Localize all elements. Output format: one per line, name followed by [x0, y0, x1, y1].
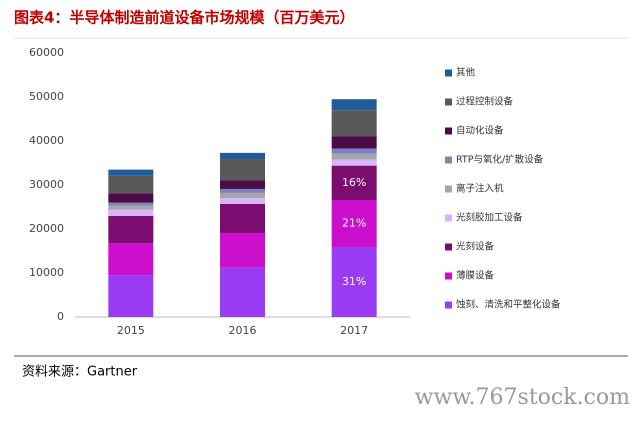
bar-segment	[220, 180, 265, 189]
bar-segment	[220, 152, 265, 160]
y-tick-label: 50000	[29, 90, 64, 103]
bar-segment	[220, 267, 265, 317]
bar-segment	[108, 205, 154, 210]
bar-segment	[331, 110, 377, 137]
legend-label: 过程控制设备	[456, 96, 514, 108]
data-label: 31%	[342, 275, 366, 288]
data-label: 16%	[342, 176, 366, 189]
y-tick-label: 0	[57, 310, 64, 323]
bar-segment	[220, 192, 265, 199]
watermark: www.767stock.com	[415, 385, 630, 410]
bar-segment	[220, 203, 265, 233]
bar-segment	[331, 136, 377, 149]
bar-segment	[108, 275, 154, 317]
chart-title: 图表4：半导体制造前道设备市场规模（百万美元）	[14, 9, 354, 27]
legend-swatch	[445, 185, 452, 193]
legend-swatch	[445, 156, 452, 164]
bar-segment	[108, 169, 154, 176]
bar-segment	[108, 193, 154, 203]
bar-segment	[108, 209, 154, 216]
legend-swatch	[445, 69, 452, 77]
legend-label: 光刻胶加工设备	[456, 212, 523, 224]
legend-swatch	[445, 214, 452, 222]
bar-segment	[220, 188, 265, 193]
data-label: 21%	[342, 217, 366, 230]
legend-label: 光刻设备	[456, 241, 495, 253]
legend-label: RTP与氧化/扩散设备	[456, 154, 544, 166]
legend-label: 离子注入机	[456, 183, 504, 195]
bar-segment	[331, 153, 377, 160]
y-tick-label: 40000	[29, 134, 64, 147]
bar-segment	[220, 159, 265, 181]
legend-label: 其他	[456, 67, 476, 79]
bar-segment	[331, 165, 377, 201]
x-tick-label: 2015	[117, 324, 145, 337]
bar-segment	[220, 232, 265, 268]
bar-segment	[331, 247, 377, 317]
bar-segment	[331, 99, 377, 111]
source: 资料来源：Gartner	[22, 365, 138, 380]
bar-segment	[108, 202, 154, 206]
x-tick-label: 2016	[229, 324, 257, 337]
y-tick-label: 60000	[29, 46, 64, 59]
x-tick-label: 2017	[340, 324, 368, 337]
legend-swatch	[445, 98, 452, 106]
legend-swatch	[445, 127, 452, 135]
bar-segment	[108, 175, 154, 194]
bar-segment	[331, 200, 377, 248]
legend-label: 蚀刻、清洗和平整化设备	[456, 299, 561, 311]
legend-label: 薄膜设备	[456, 270, 495, 282]
legend-label: 自动化设备	[456, 125, 504, 137]
legend-swatch	[445, 301, 452, 309]
bar-segment	[331, 148, 377, 154]
bar-segment	[108, 243, 154, 276]
legend-swatch	[445, 272, 452, 280]
legend-swatch	[445, 243, 452, 251]
bar-segment	[220, 198, 265, 204]
y-tick-label: 20000	[29, 222, 64, 235]
bar-segment	[331, 159, 377, 166]
y-tick-label: 10000	[29, 266, 64, 279]
bar-segment	[108, 215, 154, 244]
y-tick-label: 30000	[29, 178, 64, 191]
